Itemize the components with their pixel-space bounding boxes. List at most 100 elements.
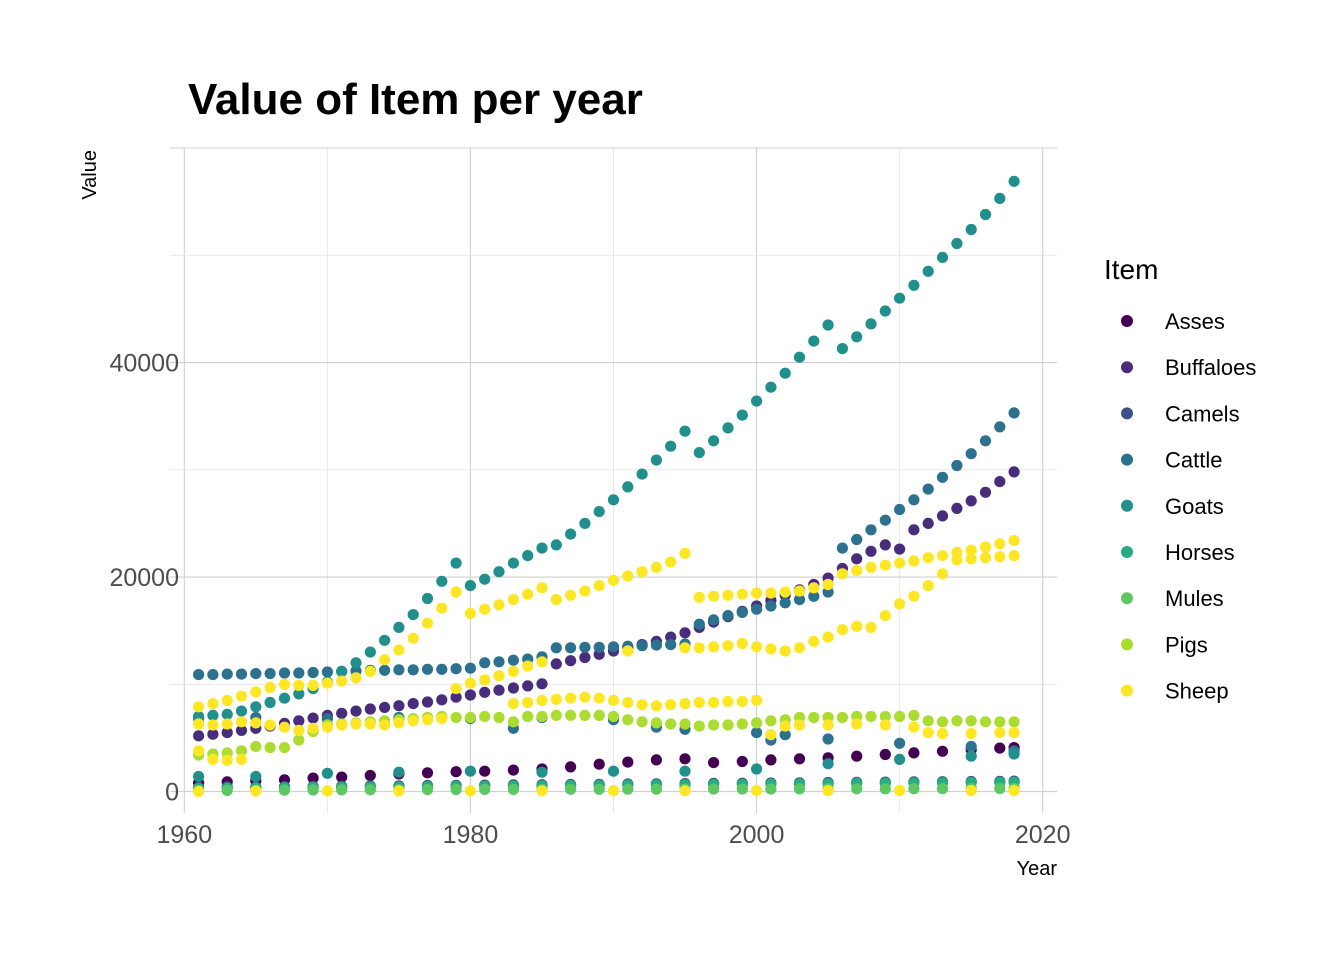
- data-point: [679, 753, 691, 765]
- data-point: [479, 783, 491, 796]
- data-point: [421, 592, 434, 605]
- data-point: [278, 784, 291, 796]
- data-point: [579, 585, 591, 597]
- data-point: [779, 367, 791, 379]
- data-point: [1008, 727, 1020, 739]
- data-point: [693, 591, 705, 604]
- data-point: [822, 719, 834, 731]
- data-point: [936, 568, 949, 580]
- data-point: [293, 715, 305, 727]
- data-point: [665, 440, 677, 452]
- data-point: [994, 551, 1006, 563]
- data-point: [894, 737, 906, 749]
- data-point: [736, 588, 748, 600]
- data-point: [550, 658, 562, 670]
- data-point: [507, 698, 519, 710]
- data-point: [436, 663, 448, 675]
- data-point: [793, 585, 806, 597]
- data-point: [822, 319, 834, 331]
- data-point: [450, 557, 462, 569]
- data-point: [565, 655, 577, 667]
- data-point: [379, 654, 391, 666]
- data-point: [751, 603, 763, 615]
- data-point: [908, 555, 920, 567]
- data-point: [779, 586, 791, 598]
- data-point: [894, 557, 906, 569]
- data-point: [393, 785, 405, 797]
- data-point: [536, 678, 548, 690]
- data-point: [879, 610, 891, 622]
- data-point: [250, 701, 262, 713]
- data-point: [922, 580, 934, 592]
- legend-item-cattle: Cattle: [1121, 448, 1222, 473]
- data-point: [708, 757, 720, 769]
- series-sheep: [193, 535, 1020, 798]
- data-point: [522, 696, 534, 709]
- data-point: [593, 692, 605, 704]
- data-point: [450, 691, 462, 703]
- data-point: [765, 600, 777, 612]
- data-point: [765, 715, 777, 727]
- data-point: [464, 677, 476, 689]
- data-point: [293, 688, 305, 700]
- data-point: [908, 747, 920, 759]
- data-point: [450, 683, 462, 695]
- data-point: [908, 590, 920, 602]
- data-point: [622, 645, 634, 657]
- data-point: [479, 657, 491, 669]
- data-point: [679, 627, 691, 639]
- data-point: [808, 335, 820, 347]
- data-point: [665, 556, 677, 568]
- data-point: [579, 641, 591, 653]
- legend-label: Goats: [1165, 494, 1224, 519]
- data-point: [550, 594, 562, 606]
- data-point: [193, 770, 205, 783]
- data-point: [278, 678, 291, 690]
- data-point: [1008, 535, 1020, 547]
- data-point: [822, 733, 834, 745]
- data-point: [336, 771, 348, 783]
- data-point: [994, 727, 1006, 739]
- data-point: [922, 715, 934, 727]
- legend-item-camels: Camels: [1121, 401, 1240, 426]
- data-point: [493, 684, 505, 696]
- legend: Item Asses Buffaloes Camels Cattle Goats Hors…: [1104, 254, 1256, 704]
- data-point: [965, 495, 977, 507]
- data-point: [350, 657, 362, 669]
- data-point: [851, 553, 863, 565]
- data-point: [979, 552, 992, 564]
- data-point: [779, 720, 791, 732]
- legend-swatch: [1121, 592, 1133, 605]
- data-point: [193, 785, 205, 798]
- data-point: [679, 547, 691, 560]
- data-point: [293, 667, 305, 679]
- data-point: [636, 640, 648, 652]
- data-point: [908, 494, 920, 506]
- data-point: [622, 481, 634, 493]
- data-point: [622, 696, 634, 709]
- data-point: [364, 665, 376, 678]
- data-point: [235, 724, 248, 737]
- data-point: [908, 709, 920, 722]
- data-point: [736, 606, 748, 619]
- data-point: [722, 719, 734, 731]
- data-point: [965, 740, 977, 753]
- data-point: [979, 486, 992, 498]
- data-point: [421, 714, 434, 726]
- data-point: [507, 716, 519, 728]
- data-point: [708, 783, 720, 795]
- data-point: [708, 590, 720, 602]
- data-point: [922, 483, 934, 495]
- data-point: [650, 754, 663, 766]
- data-point: [650, 700, 663, 712]
- data-point: [965, 553, 977, 565]
- data-point: [321, 677, 333, 689]
- data-point: [951, 554, 963, 566]
- data-point: [593, 758, 605, 770]
- data-point: [250, 717, 262, 729]
- legend-item-sheep: Sheep: [1121, 679, 1229, 704]
- data-point: [593, 783, 605, 795]
- data-point: [421, 617, 434, 629]
